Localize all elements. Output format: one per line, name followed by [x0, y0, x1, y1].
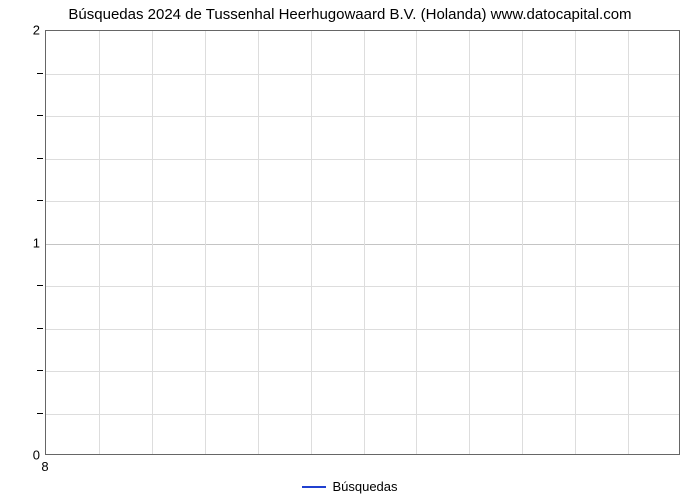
gridline-h-minor	[46, 201, 679, 202]
y-tick-minor	[37, 328, 43, 329]
y-tick-minor	[37, 413, 43, 414]
gridline-h-minor	[46, 414, 679, 415]
gridline-v	[364, 31, 365, 454]
y-tick-label: 0	[20, 448, 40, 463]
gridline-h-minor	[46, 74, 679, 75]
gridline-v	[416, 31, 417, 454]
gridline-h-major	[46, 244, 679, 245]
gridline-h-minor	[46, 116, 679, 117]
gridline-v	[522, 31, 523, 454]
chart-container: Búsquedas 2024 de Tussenhal Heerhugowaar…	[0, 0, 700, 500]
x-tick-label: 8	[41, 459, 48, 474]
legend-swatch-icon	[302, 486, 326, 488]
gridline-v	[99, 31, 100, 454]
gridline-v	[258, 31, 259, 454]
y-tick-minor	[37, 115, 43, 116]
y-tick-minor	[37, 158, 43, 159]
chart-title: Búsquedas 2024 de Tussenhal Heerhugowaar…	[0, 6, 700, 23]
gridline-v	[311, 31, 312, 454]
gridline-v	[152, 31, 153, 454]
gridline-h-minor	[46, 329, 679, 330]
gridline-v	[469, 31, 470, 454]
gridline-h-minor	[46, 371, 679, 372]
y-tick-minor	[37, 73, 43, 74]
y-tick-minor	[37, 370, 43, 371]
gridline-v	[575, 31, 576, 454]
plot-area	[45, 30, 680, 455]
gridline-h-minor	[46, 286, 679, 287]
gridline-v	[628, 31, 629, 454]
gridline-v	[205, 31, 206, 454]
y-tick-minor	[37, 285, 43, 286]
gridline-h-minor	[46, 159, 679, 160]
legend-label: Búsquedas	[332, 479, 397, 494]
legend: Búsquedas	[0, 478, 700, 494]
y-tick-label: 1	[20, 235, 40, 250]
y-tick-label: 2	[20, 23, 40, 38]
y-tick-minor	[37, 200, 43, 201]
